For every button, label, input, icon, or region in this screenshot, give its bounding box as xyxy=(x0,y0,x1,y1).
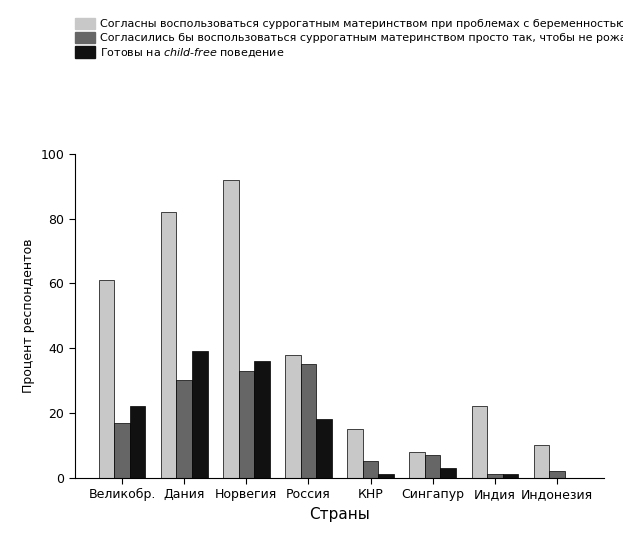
Bar xyxy=(487,474,503,478)
Bar xyxy=(285,355,301,478)
Bar xyxy=(176,380,192,478)
Legend: Согласны воспользоваться суррогатным материнством при проблемах с беременностью,: Согласны воспользоваться суррогатным мат… xyxy=(75,18,623,59)
Y-axis label: Процент респондентов: Процент респондентов xyxy=(22,238,35,393)
Bar xyxy=(347,429,363,478)
Bar xyxy=(130,406,145,478)
Bar xyxy=(223,180,239,478)
Bar xyxy=(440,468,456,478)
Bar xyxy=(161,212,176,478)
Bar xyxy=(99,280,115,478)
Bar xyxy=(239,371,254,478)
Bar xyxy=(549,471,564,478)
Bar xyxy=(534,445,549,478)
Bar xyxy=(316,419,332,478)
Bar xyxy=(472,406,487,478)
Bar xyxy=(425,455,440,478)
Bar xyxy=(192,351,207,478)
X-axis label: Страны: Страны xyxy=(309,507,370,522)
Bar xyxy=(115,423,130,478)
Bar xyxy=(378,474,394,478)
Bar xyxy=(301,365,316,478)
Bar xyxy=(254,361,270,478)
Bar xyxy=(409,452,425,478)
Bar xyxy=(503,474,518,478)
Bar xyxy=(363,461,378,478)
